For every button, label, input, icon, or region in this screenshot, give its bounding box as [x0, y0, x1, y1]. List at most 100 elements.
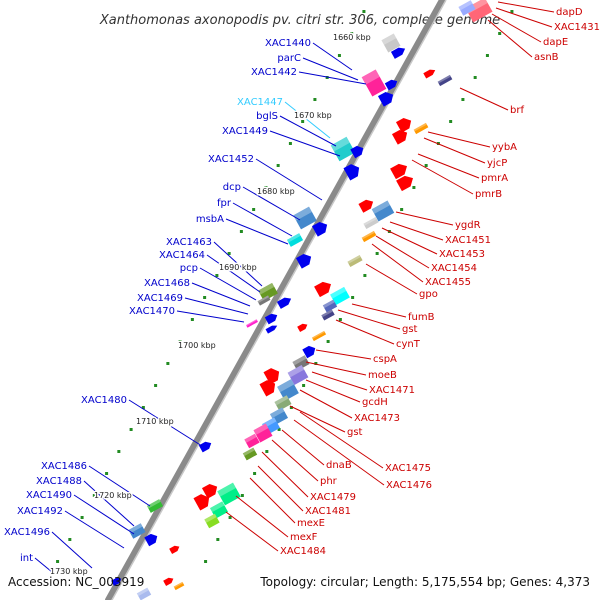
gene-block-body [136, 587, 152, 600]
track-dot-right [424, 164, 428, 167]
gene-block-body [465, 0, 493, 23]
track-dot-left [154, 384, 158, 387]
gene-label-right: XAC1476 [386, 480, 432, 491]
gene-block [363, 216, 379, 230]
label-line-right [491, 13, 542, 43]
gene-block-body [258, 282, 278, 302]
gene-block-body [244, 433, 260, 449]
gene-block [287, 364, 309, 386]
gene-arrow [350, 145, 364, 159]
kbp-tick-label: 1680 kbp [257, 187, 295, 196]
gene-label-right: XAC1475 [385, 463, 431, 474]
gene-arrow-shape [201, 483, 218, 499]
label-line-right [459, 87, 509, 111]
label-line-right [417, 153, 480, 179]
gene-block-body [330, 286, 350, 306]
gene-arrow [193, 494, 210, 511]
gene-arrow-shape [343, 164, 360, 181]
gene-block-shine [217, 482, 236, 497]
gene-arrow [259, 380, 276, 397]
gene-block [217, 482, 241, 506]
label-line-right [375, 235, 430, 269]
gene-label-right: gst [402, 324, 418, 335]
gene-arrow-shape [395, 117, 412, 133]
gene-label-left: int [20, 553, 33, 564]
label-line-right [235, 495, 289, 538]
label-line-right [427, 131, 491, 148]
track-dot-right [216, 538, 220, 541]
gene-arrow-shape [169, 545, 180, 555]
label-line-right [495, 7, 553, 28]
gene-block [136, 587, 152, 600]
label-line-right [487, 19, 533, 58]
gene-label-right: XAC1479 [310, 492, 356, 503]
gene-arrow-shape [390, 163, 407, 180]
gene-block-shine [136, 587, 149, 597]
gene-block-body [274, 395, 292, 411]
gene-arrow [265, 325, 278, 334]
track-dot-left [92, 494, 96, 497]
label-line-right [293, 419, 385, 486]
gene-arrow [201, 483, 218, 499]
gene-block-body [257, 295, 271, 306]
track-dot-right [253, 472, 257, 475]
label-line-right [315, 349, 372, 360]
gene-label-right: dapD [556, 7, 583, 18]
gene-label-right: ygdR [455, 220, 481, 231]
gene-arrow-shape [259, 380, 276, 397]
gene-label-left: parC [277, 53, 301, 64]
gene-block-body [217, 482, 241, 506]
gene-block-shine [458, 0, 473, 11]
gene-arrow [314, 281, 331, 298]
gene-block-body [287, 364, 309, 386]
label-line-right [335, 319, 395, 345]
track-dot-right [473, 76, 477, 79]
track-dot-left [129, 428, 133, 431]
gene-block [173, 581, 185, 591]
gene-arrow [343, 164, 360, 181]
gene-arrow-shape [390, 47, 406, 59]
label-line-left [298, 71, 367, 85]
gene-label-left: XAC1449 [222, 126, 268, 137]
label-line-right [423, 137, 486, 164]
gene-arrow-shape [423, 69, 436, 79]
gene-label-left: XAC1496 [4, 527, 50, 538]
gene-label-right: XAC1471 [369, 385, 415, 396]
gene-label-left: msbA [196, 214, 224, 225]
gene-label-right: asnB [534, 52, 559, 63]
gene-arrow-shape [163, 577, 174, 587]
gene-arrow [390, 47, 406, 59]
gene-block-shine [321, 309, 333, 318]
track-dot-left [80, 516, 84, 519]
track-dot-right [498, 32, 502, 35]
gene-block-shine [246, 319, 258, 327]
kbp-tick-label: 1660 kbp [333, 33, 371, 42]
label-line-left [73, 494, 135, 535]
gene-arrow [390, 163, 407, 180]
gene-block [321, 309, 335, 321]
gene-arrow [264, 313, 278, 325]
label-line-left [34, 557, 53, 573]
kbp-tick-label: 1730 kbp [50, 567, 88, 576]
track-dot-left [227, 252, 231, 255]
gene-arrow [391, 129, 408, 145]
gene-block-body [146, 499, 164, 513]
gene-block [246, 319, 258, 328]
gene-arrow [111, 577, 122, 587]
gene-block-shine [204, 513, 217, 523]
track-dot-right [265, 450, 269, 453]
gene-block-shine [277, 379, 295, 393]
gene-label-left: XAC1492 [17, 506, 63, 517]
track-dot-left [105, 472, 109, 475]
gene-block [437, 74, 453, 87]
gene-label-right: cspA [373, 354, 397, 365]
track-dot-right [400, 208, 404, 211]
gene-block-shine [347, 254, 361, 264]
kbp-tick-label: 1700 kbp [178, 341, 216, 350]
gene-label-right: XAC1484 [280, 546, 326, 557]
kbp-tick-halo: 1720 kbp [94, 491, 132, 500]
gene-label-right: pmrA [481, 173, 508, 184]
gene-block-body [413, 122, 429, 135]
